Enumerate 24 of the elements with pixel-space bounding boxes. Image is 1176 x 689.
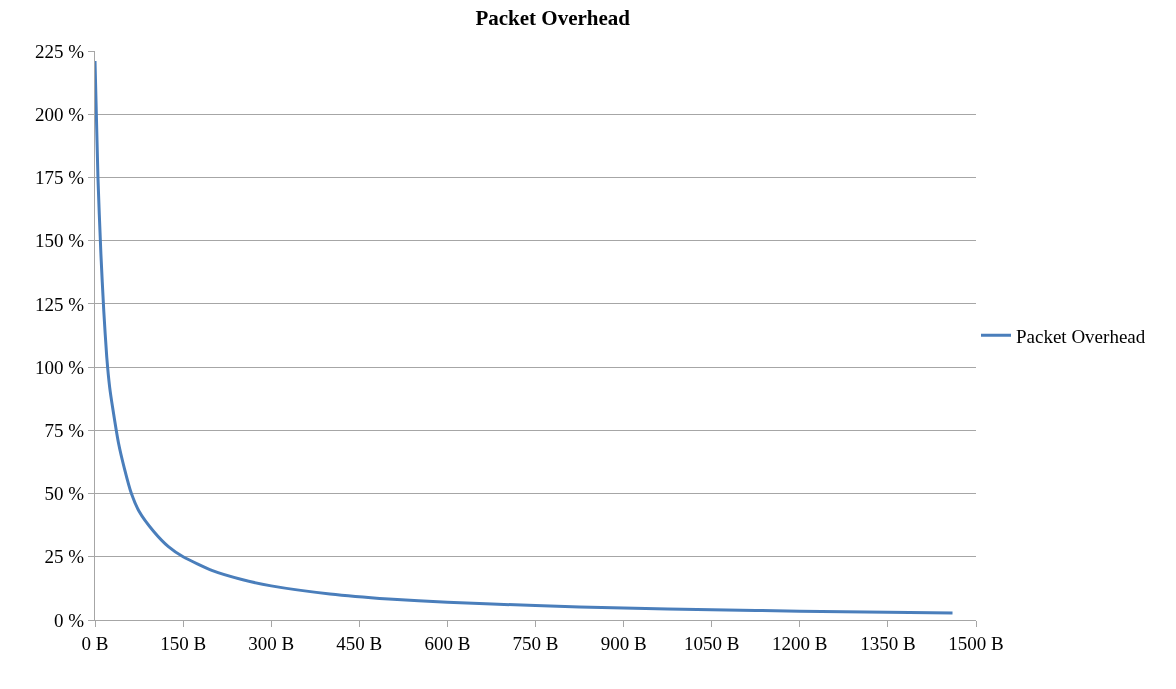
y-tick-label: 225 %	[35, 40, 85, 62]
line-series	[95, 59, 955, 615]
legend-label: Packet Overhead	[1016, 325, 1146, 347]
x-tick-label: 1500 B	[948, 632, 1004, 654]
y-tick-label: 200 %	[35, 103, 85, 125]
x-tick-label: 450 B	[336, 632, 383, 654]
x-tick-label: 750 B	[512, 632, 559, 654]
x-tick-label: 150 B	[160, 632, 207, 654]
chart-title: Packet Overhead	[475, 6, 631, 31]
x-tick-label: 1350 B	[860, 632, 916, 654]
x-tick-label: 300 B	[248, 632, 295, 654]
y-tick-label: 100 %	[35, 356, 85, 378]
x-tick-label: 1200 B	[772, 632, 828, 654]
x-tick-label: 600 B	[424, 632, 471, 654]
x-tick-label: 900 B	[600, 632, 647, 654]
y-tick-label: 75 %	[44, 419, 85, 441]
y-tick-label: 125 %	[35, 293, 85, 315]
x-tick-label: 0 B	[81, 632, 109, 654]
x-tick-label: 1050 B	[683, 632, 740, 654]
y-tick-label: 175 %	[35, 167, 85, 189]
y-tick-label: 25 %	[44, 546, 85, 568]
y-tick-label: 50 %	[44, 483, 85, 505]
y-tick-label: 150 %	[35, 230, 85, 252]
y-tick-label: 0 %	[54, 609, 85, 631]
